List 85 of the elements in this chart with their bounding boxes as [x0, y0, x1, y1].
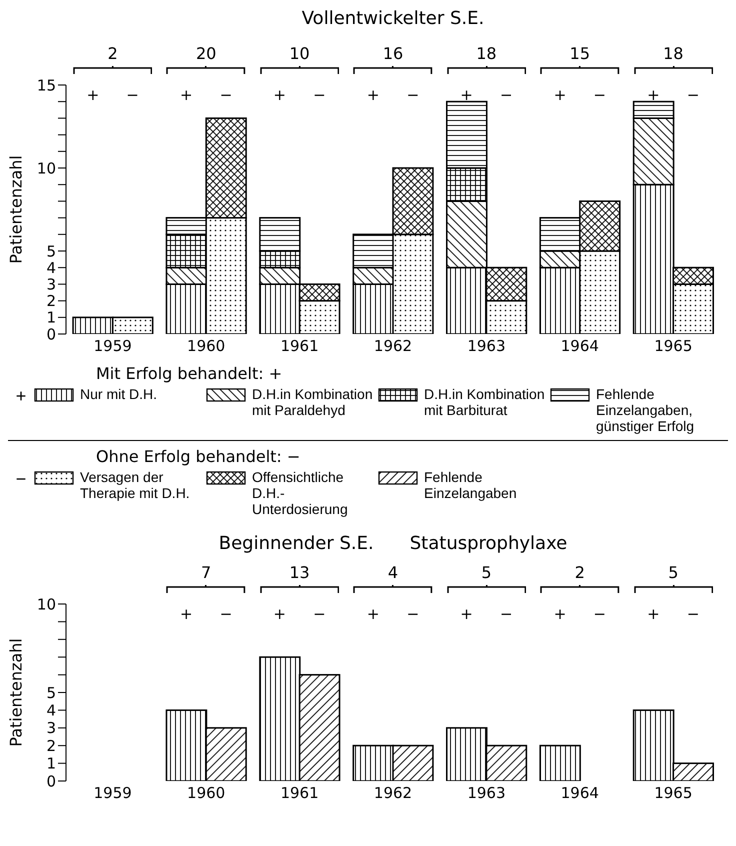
x-tick-label: +	[180, 605, 193, 623]
bar	[539, 744, 581, 781]
text: Ohne Erfolg behandelt: −	[96, 447, 302, 466]
x-tick-label: +	[554, 605, 566, 623]
text: 10	[288, 44, 311, 63]
x-tick-label: −	[220, 86, 232, 104]
x-tick-label: −	[500, 86, 513, 104]
text: 13	[288, 563, 311, 582]
y-tick-label: 3	[46, 719, 56, 738]
y-tick-label: 1	[46, 308, 56, 327]
chart-subtitle: Statusprophylaxe	[410, 533, 568, 554]
text: 5	[667, 563, 680, 582]
text: 15	[568, 44, 592, 63]
y-tick-label: 0	[46, 325, 56, 344]
y-tick-label: 2	[46, 292, 56, 310]
legend-label: Nur mit D.H.	[80, 386, 158, 402]
x-tick-label: −	[126, 86, 139, 104]
category-label: +	[16, 386, 26, 406]
x-tick-label: −	[500, 605, 513, 623]
x-tick-label: +	[460, 86, 473, 104]
x-tick-label: +	[647, 605, 660, 623]
legend-label: Fehlende Einzelangaben, günstiger Erfolg	[596, 386, 696, 434]
y-tick-label: 0	[46, 772, 56, 790]
x-tick-label: +	[273, 86, 286, 104]
text: 1960	[186, 784, 226, 802]
category-label: −	[16, 469, 26, 489]
y-axis-title: Patientenzahl	[6, 638, 26, 747]
text: 4	[386, 563, 400, 582]
text: 18	[475, 44, 498, 63]
x-tick-label: −	[593, 86, 606, 104]
text: 5	[480, 563, 493, 582]
text: 2	[106, 44, 119, 63]
x-tick-label: +	[180, 86, 193, 104]
legend-label: Fehlende Einzelangaben	[424, 469, 518, 501]
x-tick-label: +	[86, 86, 100, 104]
x-tick-label: +	[366, 605, 380, 623]
legend-label: Offensichtliche D.H.-Unterdosierung	[252, 469, 349, 517]
y-tick-label: 5	[46, 684, 56, 702]
text: 1959	[92, 337, 133, 355]
text: 1960	[186, 337, 226, 355]
x-tick-label: −	[220, 605, 232, 623]
text: 1961	[279, 337, 320, 355]
legend-label: D.H.in Kombination mit Barbiturat	[424, 386, 546, 418]
y-tick-label: 2	[46, 736, 56, 755]
x-tick-label: −	[686, 86, 700, 104]
x-tick-label: +	[366, 86, 380, 104]
text: 1963	[466, 784, 507, 802]
y-tick-label: 4	[46, 258, 56, 277]
y-tick-label: 10	[36, 159, 56, 178]
legend-label: Versagen der Therapie mit D.H.	[80, 469, 191, 501]
y-tick-label: 1	[46, 754, 56, 773]
text: 1961	[279, 784, 320, 802]
y-tick-label: 4	[46, 702, 56, 720]
x-tick-label: −	[406, 605, 420, 623]
text: 1959	[92, 784, 133, 802]
x-tick-label: −	[313, 605, 326, 623]
text: 1964	[560, 784, 600, 802]
x-tick-label: −	[406, 86, 420, 104]
y-tick-label: 3	[46, 276, 56, 294]
x-tick-label: −	[593, 605, 606, 623]
text: 16	[382, 44, 404, 63]
x-tick-label: +	[647, 86, 660, 104]
text: 2	[574, 563, 586, 582]
x-tick-label: −	[686, 605, 700, 623]
chart-title: Beginnender S.E.	[218, 533, 374, 554]
x-tick-label: +	[554, 86, 566, 104]
text: Mit Erfolg behandelt: +	[96, 364, 284, 383]
chart-title: Vollentwickelter S.E.	[302, 8, 484, 29]
y-tick-label: 5	[46, 242, 56, 260]
text: 7	[200, 563, 212, 582]
x-tick-label: −	[313, 86, 326, 104]
text: 1962	[372, 784, 414, 802]
text: 1963	[466, 337, 507, 355]
x-tick-label: +	[460, 605, 473, 623]
y-tick-label: 10	[36, 595, 56, 614]
text: 18	[662, 44, 684, 63]
text: 1964	[560, 337, 600, 355]
x-tick-label: +	[273, 605, 286, 623]
text: 1962	[372, 337, 414, 355]
text: 1965	[653, 784, 694, 802]
legend-label: D.H.in Kombination mit Paraldehyd	[252, 386, 374, 418]
text: 1965	[653, 337, 694, 355]
text: 20	[194, 44, 218, 63]
y-axis-title: Patientenzahl	[6, 155, 26, 264]
y-tick-label: 15	[36, 76, 56, 94]
